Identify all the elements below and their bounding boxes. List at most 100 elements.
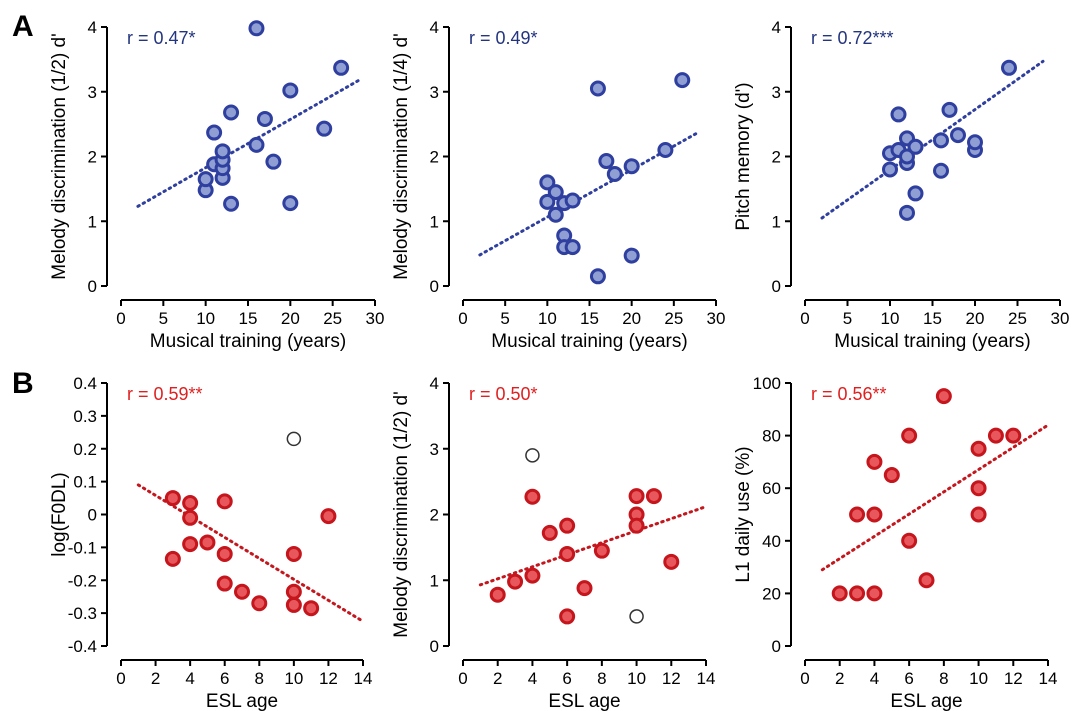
x-tick-label: 15 — [923, 309, 942, 328]
x-tick-label: 10 — [627, 669, 646, 688]
y-tick-label: 4 — [430, 18, 439, 37]
correlation-label: r = 0.49* — [469, 28, 538, 48]
data-point — [883, 467, 900, 484]
data-point — [890, 106, 907, 123]
trend-line — [820, 423, 1050, 572]
correlation-label: r = 0.59** — [127, 384, 203, 404]
y-tick-label: 80 — [762, 427, 781, 446]
y-tick-label: 0.1 — [73, 473, 97, 492]
y-tick-label: 3 — [430, 440, 439, 459]
x-tick-label: 5 — [159, 309, 168, 328]
data-point — [970, 440, 987, 457]
data-point — [564, 239, 581, 256]
data-point — [164, 490, 181, 507]
y-tick-label: 0 — [772, 637, 781, 656]
y-tick-label: 4 — [772, 18, 781, 37]
y-tick-label: 1 — [88, 212, 97, 231]
x-tick-label: 5 — [843, 309, 852, 328]
y-tick-label: -0.2 — [68, 571, 97, 590]
data-point — [941, 101, 958, 118]
x-axis-label: Musical training (years) — [491, 331, 687, 352]
correlation-label: r = 0.72*** — [811, 28, 894, 48]
x-axis-label: Musical training (years) — [150, 331, 346, 352]
y-tick-label: 60 — [762, 479, 781, 498]
x-tick-label: 6 — [904, 669, 913, 688]
x-tick-label: 6 — [220, 669, 229, 688]
y-tick-label: 2 — [772, 148, 781, 167]
y-tick-label: -0.3 — [68, 604, 97, 623]
y-tick-label: 40 — [762, 532, 781, 551]
y-tick-label: 3 — [88, 83, 97, 102]
y-tick-label: 0.3 — [73, 407, 97, 426]
trend-line — [136, 483, 365, 623]
data-point — [559, 608, 576, 625]
data-point — [223, 104, 240, 121]
data-point — [256, 110, 273, 127]
x-tick-label: 30 — [707, 309, 726, 328]
data-point — [547, 184, 564, 201]
x-axis-label: ESL age — [206, 691, 278, 711]
data-point — [524, 567, 541, 584]
correlation-label: r = 0.56** — [811, 384, 887, 404]
x-tick-label: 10 — [284, 669, 303, 688]
data-point — [899, 204, 915, 221]
data-point — [623, 158, 640, 175]
data-point — [206, 124, 223, 141]
data-point — [182, 509, 199, 526]
data-point — [970, 480, 987, 497]
data-point — [831, 585, 848, 602]
data-point — [539, 193, 556, 210]
data-point — [899, 148, 915, 165]
y-tick-label: 20 — [762, 584, 781, 603]
x-tick-label: 30 — [366, 309, 385, 328]
x-tick-label: 14 — [354, 669, 373, 688]
data-point — [933, 132, 949, 149]
scatter-panel-3: 0 1 2 3 4 0 5 10 15 20 25 30 Musical training (years… — [733, 18, 1069, 352]
x-tick-label: 0 — [116, 309, 125, 328]
data-point — [216, 545, 233, 562]
x-tick-label: 2 — [493, 669, 502, 688]
scatter-panel-6: 0 20 40 60 80 100 0 2 4 6 8 10 12 14 ESL age L1 daily u… — [733, 374, 1057, 711]
data-point — [1005, 427, 1022, 444]
scatter-panel-1: 0 1 2 3 4 0 5 10 15 20 25 30 Musical training (years… — [49, 18, 384, 352]
data-point — [623, 247, 640, 264]
x-tick-label: 6 — [562, 669, 571, 688]
x-tick-label: 15 — [239, 309, 258, 328]
data-point — [589, 268, 606, 285]
x-tick-label: 0 — [116, 669, 125, 688]
data-point — [901, 427, 918, 444]
data-point — [524, 488, 541, 505]
x-tick-label: 0 — [800, 309, 809, 328]
y-tick-label: 2 — [430, 506, 439, 525]
x-tick-label: 12 — [319, 669, 338, 688]
data-point — [539, 174, 556, 191]
data-point — [559, 517, 576, 534]
x-axis-label: ESL age — [548, 691, 620, 711]
data-point — [282, 195, 299, 212]
data-point — [866, 506, 883, 523]
data-point — [216, 493, 233, 510]
y-axis-label: Melody discrimination (1/2) d' — [391, 391, 412, 638]
data-point — [593, 542, 610, 559]
data-point — [628, 488, 645, 505]
data-point — [285, 596, 302, 613]
data-point — [182, 536, 199, 553]
outlier-point — [286, 431, 302, 447]
data-point — [589, 80, 606, 97]
x-tick-label: 25 — [323, 309, 342, 328]
data-point — [507, 573, 524, 590]
x-tick-label: 10 — [881, 309, 900, 328]
y-axis-label: Pitch memory (d') — [733, 82, 754, 230]
data-point — [967, 134, 983, 151]
y-tick-label: 0 — [88, 506, 97, 525]
y-axis-label: log(F0DL) — [49, 472, 70, 556]
x-tick-label: 10 — [538, 309, 557, 328]
data-point — [164, 550, 181, 567]
data-point — [285, 583, 302, 600]
y-tick-label: 0 — [430, 637, 439, 656]
x-tick-label: 25 — [1008, 309, 1027, 328]
y-tick-label: 0 — [772, 277, 781, 296]
correlation-label: r = 0.47* — [127, 28, 196, 48]
data-point — [316, 120, 333, 137]
